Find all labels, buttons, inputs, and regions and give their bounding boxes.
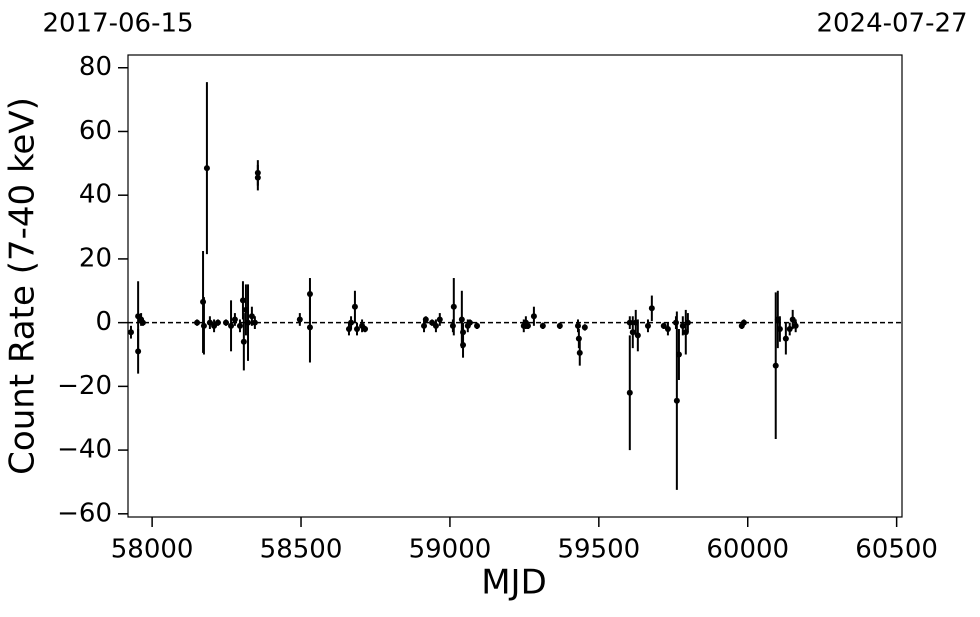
- data-point: [786, 326, 793, 333]
- y-tick-label: −60: [57, 498, 112, 528]
- y-tick-label: −20: [57, 371, 112, 401]
- y-axis-label: Count Rate (7-40 keV): [3, 97, 43, 475]
- x-tick-label: 58000: [111, 535, 194, 565]
- x-tick-label: 60000: [706, 535, 789, 565]
- top-left-label: 2017-06-15: [42, 9, 193, 39]
- data-point: [432, 322, 439, 329]
- data-point: [679, 322, 686, 329]
- data-point: [556, 322, 563, 329]
- y-tick-label: 80: [79, 52, 112, 82]
- top-right-label: 2024-07-27: [816, 9, 967, 39]
- data-point: [684, 319, 691, 326]
- data-point: [206, 319, 213, 326]
- data-point: [576, 349, 583, 356]
- data-point: [629, 329, 636, 336]
- data-point: [228, 322, 235, 329]
- data-point: [626, 389, 633, 396]
- y-tick-label: 60: [79, 116, 112, 146]
- data-point: [354, 326, 361, 333]
- data-point: [239, 297, 246, 304]
- data-point: [351, 303, 358, 310]
- data-point: [306, 324, 313, 331]
- data-point: [772, 362, 779, 369]
- data-point: [348, 319, 355, 326]
- data-point: [236, 322, 243, 329]
- data-point: [362, 326, 369, 333]
- data-point: [421, 322, 428, 329]
- y-tick-label: 40: [79, 180, 112, 210]
- data-point: [789, 316, 796, 323]
- data-point: [296, 316, 303, 323]
- data-point: [581, 324, 588, 331]
- data-point: [248, 313, 255, 320]
- data-point: [222, 319, 229, 326]
- data-point: [194, 319, 201, 326]
- data-point: [675, 351, 682, 358]
- data-point: [792, 322, 799, 329]
- data-point: [245, 319, 252, 326]
- data-point: [660, 322, 667, 329]
- data-point: [530, 313, 537, 320]
- data-point: [574, 322, 581, 329]
- y-tick-label: −40: [57, 435, 112, 465]
- x-tick-label: 58500: [260, 535, 343, 565]
- data-point: [251, 319, 258, 326]
- data-point: [648, 305, 655, 312]
- data-point: [139, 319, 146, 326]
- data-point: [524, 322, 531, 329]
- data-point: [782, 335, 789, 342]
- data-point: [450, 303, 457, 310]
- data-point: [231, 316, 238, 323]
- data-point: [254, 174, 261, 181]
- plot-frame: [127, 54, 903, 518]
- data-point: [460, 329, 467, 336]
- data-point: [214, 319, 221, 326]
- data-point: [240, 338, 247, 345]
- data-point: [539, 322, 546, 329]
- x-axis-label: MJD: [481, 563, 547, 603]
- data-point: [626, 319, 633, 326]
- data-point: [664, 326, 671, 333]
- data-point: [644, 322, 651, 329]
- data-point: [422, 316, 429, 323]
- data-point: [460, 341, 467, 348]
- y-tick-label: 20: [79, 243, 112, 273]
- data-point: [634, 332, 641, 339]
- x-tick-label: 59000: [409, 535, 492, 565]
- data-point: [203, 165, 210, 172]
- data-point: [466, 319, 473, 326]
- data-point: [127, 329, 134, 336]
- data-point: [474, 322, 481, 329]
- data-point: [673, 397, 680, 404]
- y-tick-label: 0: [95, 307, 112, 337]
- data-point: [200, 322, 207, 329]
- data-point: [575, 335, 582, 342]
- data-point: [458, 316, 465, 323]
- data-point: [740, 319, 747, 326]
- data-point: [436, 316, 443, 323]
- data-point: [776, 326, 783, 333]
- x-tick-label: 59500: [557, 535, 640, 565]
- x-tick-label: 60500: [855, 535, 938, 565]
